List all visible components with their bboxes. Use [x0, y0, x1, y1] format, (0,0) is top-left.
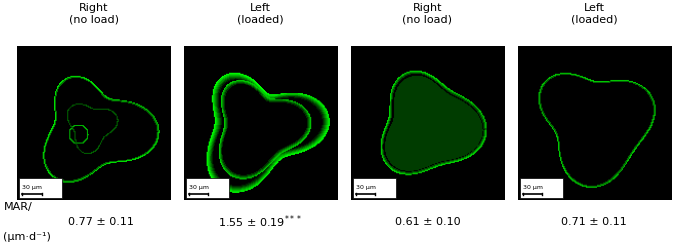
Text: 0.61 ± 0.10: 0.61 ± 0.10 — [394, 217, 460, 227]
Text: 30 μm: 30 μm — [189, 185, 209, 190]
Text: Right
(no load): Right (no load) — [69, 3, 118, 24]
Bar — [186, 178, 229, 198]
Text: Left
(loaded): Left (loaded) — [571, 3, 618, 24]
Text: Right
(no load): Right (no load) — [402, 3, 452, 24]
Bar — [353, 178, 396, 198]
Text: 30 μm: 30 μm — [22, 185, 42, 190]
Text: 30 μm: 30 μm — [356, 185, 376, 190]
Bar — [19, 178, 62, 198]
Text: Left
(loaded): Left (loaded) — [237, 3, 284, 24]
Text: 0.71 ± 0.11: 0.71 ± 0.11 — [561, 217, 627, 227]
Text: 1.55 ± 0.19$^{***}$: 1.55 ± 0.19$^{***}$ — [219, 214, 302, 230]
Text: (μm·d⁻¹): (μm·d⁻¹) — [3, 232, 51, 242]
Text: 30 μm: 30 μm — [523, 185, 543, 190]
Text: 0.77 ± 0.11: 0.77 ± 0.11 — [68, 217, 134, 227]
Text: MAR/: MAR/ — [3, 202, 32, 212]
Bar — [520, 178, 563, 198]
